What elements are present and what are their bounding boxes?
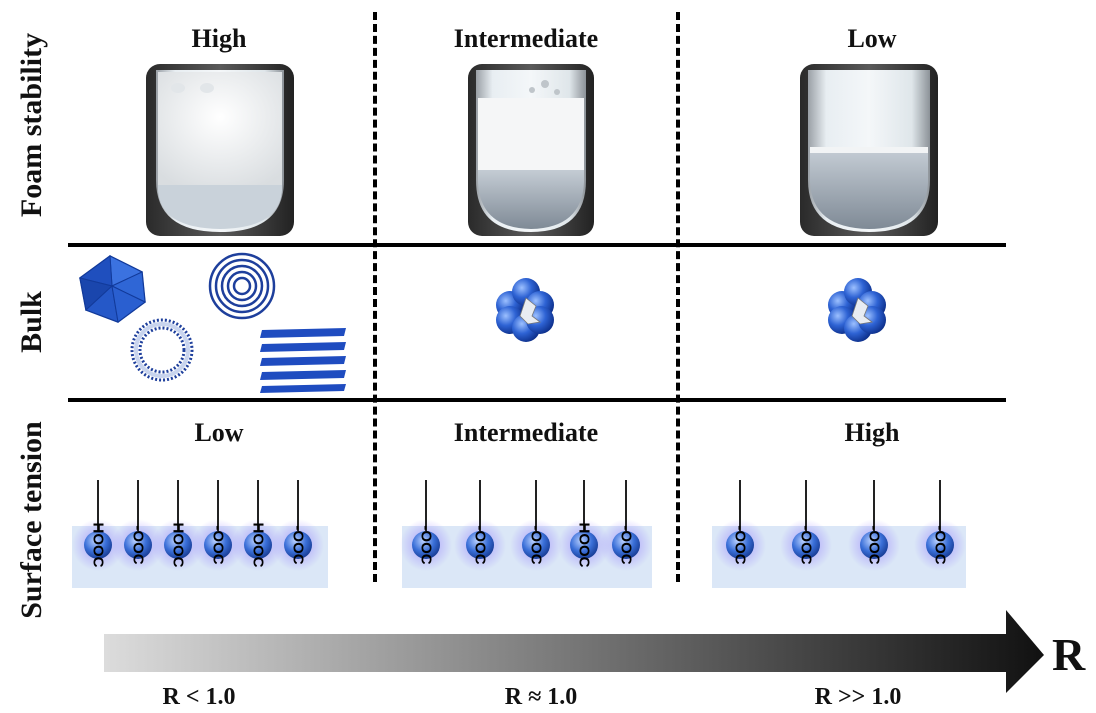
head-group-label: -OOC xyxy=(732,525,749,564)
divider-bottom xyxy=(68,398,1006,402)
foam-level-low: Low xyxy=(847,24,897,53)
head-group-label: -OOC xyxy=(472,525,489,564)
foam-level-intermediate: Intermediate xyxy=(453,24,599,53)
foam-level-high: High xyxy=(191,24,247,53)
surfactant-head xyxy=(792,531,820,559)
head-group-label: -OOC xyxy=(130,525,147,564)
tension-level-low: Low xyxy=(194,418,244,447)
surfactant-group-intermediate: -OOC -OOC -OOC HOOC -OOC xyxy=(400,480,652,571)
surfactant-head xyxy=(124,531,152,559)
surfactant-head xyxy=(204,531,232,559)
vial-high xyxy=(146,64,294,236)
head-group-label: HOOC xyxy=(170,523,187,568)
r-tick-intermediate: R ≈ 1.0 xyxy=(504,684,578,710)
surfactant-head xyxy=(84,531,112,559)
vial-low xyxy=(800,64,938,236)
divider-top xyxy=(68,243,1006,247)
surfactant-head xyxy=(244,531,272,559)
surfactant-head xyxy=(164,531,192,559)
r-axis-symbol: R xyxy=(1052,629,1086,680)
surfactant-head xyxy=(522,531,550,559)
head-group-label: -OOC xyxy=(932,525,949,564)
head-group-label: -OOC xyxy=(528,525,545,564)
column-divider-1 xyxy=(373,12,377,582)
surfactant-group-high: -OOC -OOC -OOC -OOC xyxy=(714,480,966,571)
r-axis-arrow xyxy=(104,610,1044,693)
head-group-label: -OOC xyxy=(210,525,227,564)
r-tick-high: R >> 1.0 xyxy=(814,684,902,710)
surfactant-head xyxy=(860,531,888,559)
surfactant-group-low: HOOC -OOC HOOC -OOC HOOC -OOC xyxy=(72,480,324,571)
bulk-structures xyxy=(78,252,886,393)
surfactant-head xyxy=(466,531,494,559)
head-group-label: -OOC xyxy=(798,525,815,564)
head-group-label: HOOC xyxy=(90,523,107,568)
micelle-intermediate xyxy=(496,278,554,342)
head-group-label: -OOC xyxy=(866,525,883,564)
surface-interfaces: HOOC -OOC HOOC -OOC HOOC -OOC -OOC -OOC -OOC HOO… xyxy=(72,480,966,588)
surfactant-head xyxy=(726,531,754,559)
surfactant-head xyxy=(284,531,312,559)
micelle-high xyxy=(828,278,886,342)
column-divider-2 xyxy=(676,12,680,582)
multilamellar-vesicle xyxy=(208,252,276,320)
vial-intermediate xyxy=(468,64,594,236)
lamellar-stack xyxy=(260,328,346,393)
head-group-label: HOOC xyxy=(250,523,267,568)
foam-vial-images xyxy=(146,64,938,236)
head-group-label: -OOC xyxy=(290,525,307,564)
surfactant-head xyxy=(612,531,640,559)
head-group-label: -OOC xyxy=(618,525,635,564)
tension-level-intermediate: Intermediate xyxy=(453,418,599,447)
head-group-label: -OOC xyxy=(418,525,435,564)
head-group-label: HOOC xyxy=(576,523,593,568)
surfactant-head xyxy=(570,531,598,559)
icosahedron-shape xyxy=(78,255,146,323)
unilamellar-vesicle xyxy=(130,318,194,382)
r-tick-low: R < 1.0 xyxy=(162,684,236,710)
surfactant-head xyxy=(412,531,440,559)
tension-level-high: High xyxy=(844,418,900,447)
surfactant-head xyxy=(926,531,954,559)
